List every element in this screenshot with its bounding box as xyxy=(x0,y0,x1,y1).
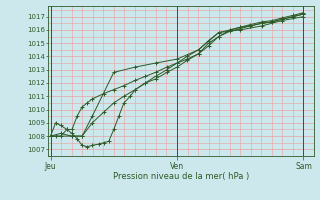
X-axis label: Pression niveau de la mer( hPa ): Pression niveau de la mer( hPa ) xyxy=(113,172,249,181)
